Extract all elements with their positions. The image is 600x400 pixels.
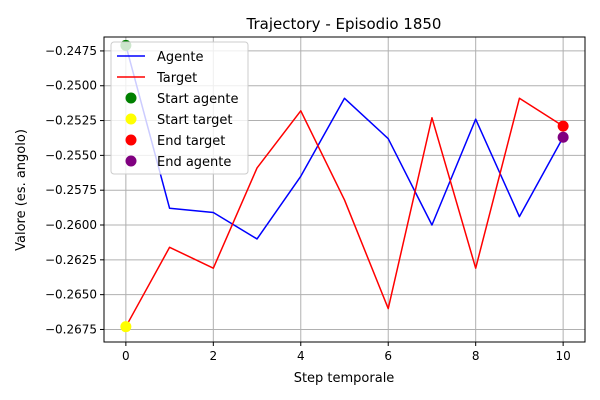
x-tick-label: 10 bbox=[555, 349, 570, 363]
y-tick-label: −0.2600 bbox=[45, 218, 97, 232]
legend-marker-start-agente bbox=[125, 92, 137, 104]
series-line-agente bbox=[125, 45, 564, 240]
y-tick-label: −0.2575 bbox=[45, 183, 97, 197]
axis-ticks: 0 2 4 6 8 10 −0.2675 −0.2650 −0.2625 −0.2600 −0.25… bbox=[45, 44, 571, 363]
x-tick-label: 2 bbox=[209, 349, 217, 363]
x-tick-label: 6 bbox=[384, 349, 392, 363]
legend-marker-end-target bbox=[125, 134, 137, 146]
legend-marker-end-agente bbox=[125, 155, 137, 167]
y-tick-label: −0.2675 bbox=[45, 322, 97, 336]
marker-start-target bbox=[120, 321, 132, 333]
x-tick-label: 0 bbox=[122, 349, 130, 363]
series-line-target bbox=[125, 97, 564, 328]
legend-label: End target bbox=[157, 134, 225, 149]
legend-label: Agente bbox=[157, 50, 203, 65]
marker-end-agente bbox=[557, 131, 569, 143]
legend-label: End agente bbox=[157, 155, 231, 170]
legend-label: Start agente bbox=[157, 92, 238, 107]
legend-marker-start-target bbox=[125, 113, 137, 125]
y-axis-label: Valore (es. angolo) bbox=[14, 129, 29, 251]
y-tick-label: −0.2500 bbox=[45, 79, 97, 93]
plot-frame bbox=[103, 36, 586, 343]
y-tick-label: −0.2475 bbox=[45, 44, 97, 58]
legend-label: Start target bbox=[157, 113, 232, 128]
marker-end-target bbox=[557, 120, 569, 132]
x-tick-label: 4 bbox=[297, 349, 305, 363]
chart-title: Trajectory - Episodio 1850 bbox=[246, 15, 442, 33]
x-axis-label: Step temporale bbox=[294, 371, 395, 386]
y-tick-label: −0.2525 bbox=[45, 114, 97, 128]
legend: Agente Target Start agente Start target End … bbox=[110, 41, 249, 175]
y-tick-label: −0.2550 bbox=[45, 148, 97, 162]
legend-box bbox=[110, 41, 249, 175]
y-tick-label: −0.2650 bbox=[45, 288, 97, 302]
y-tick-label: −0.2625 bbox=[45, 253, 97, 267]
legend-label: Target bbox=[156, 71, 197, 86]
x-tick-label: 8 bbox=[472, 349, 480, 363]
